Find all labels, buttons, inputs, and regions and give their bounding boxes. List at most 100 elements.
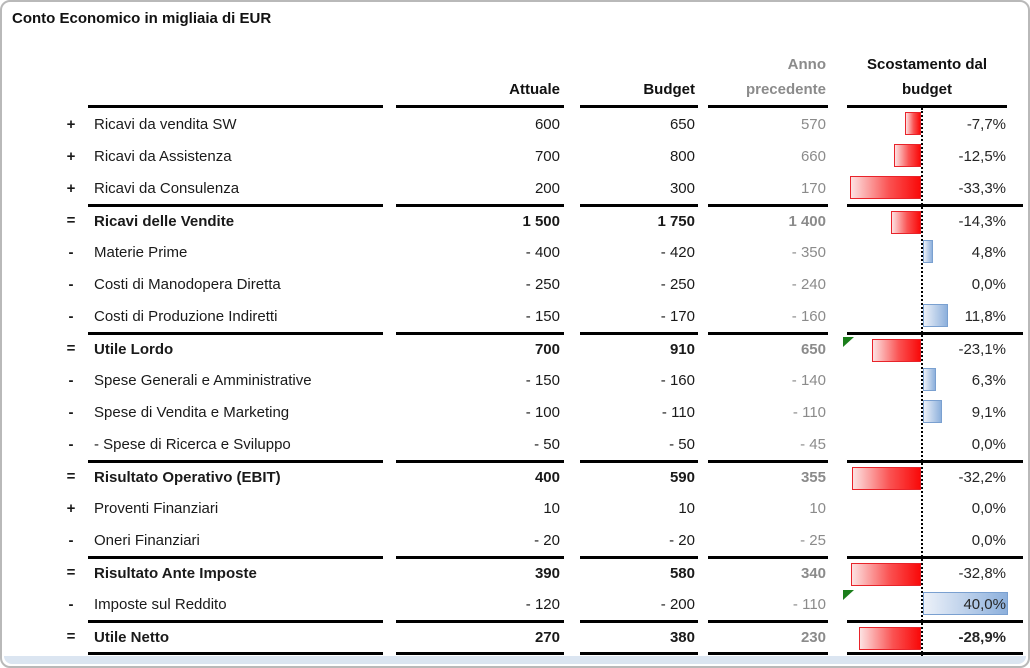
table-header: Attuale Budget Anno precedente Scostamen… (2, 50, 1028, 108)
variance-pct: -12,5% (958, 147, 1006, 165)
variance-bar (850, 176, 921, 199)
previous-year-value-cell: - 45 (800, 435, 826, 453)
actual-value-cell: - 100 (525, 403, 560, 421)
actual-value-cell: - 120 (525, 595, 560, 613)
previous-year-value-cell: - 140 (791, 371, 826, 389)
column-header-accounts (88, 50, 383, 108)
column-header-previous-year-line1: Anno (787, 56, 826, 73)
row-label: Costi di Produzione Indiretti (94, 307, 278, 325)
budget-value-cell: - 420 (660, 243, 695, 261)
budget-value-cell: 800 (669, 147, 695, 165)
budget-value-cell: 580 (580, 556, 698, 588)
variance-pct: -32,8% (958, 565, 1006, 582)
row-sign: + (66, 499, 76, 517)
actual-value-cell: 200 (534, 179, 560, 197)
table-row: - - Spese di Ricerca e Sviluppo - 50 - 5… (2, 428, 1028, 460)
bottom-strip (4, 656, 1026, 664)
row-label: Spese di Vendita e Marketing (94, 403, 290, 421)
row-label: Proventi Finanziari (94, 499, 219, 517)
variance-pct: 40,0% (963, 595, 1006, 613)
row-label: Risultato Operativo (EBIT) (88, 460, 383, 492)
variance-cell: -23,1% (843, 332, 1023, 364)
variance-bar (905, 112, 921, 135)
variance-cell: 40,0% (843, 588, 1023, 620)
actual-value-cell: 390 (396, 556, 564, 588)
budget-value-cell: 590 (580, 460, 698, 492)
previous-year-value-cell: 10 (809, 499, 826, 517)
row-sign: = (66, 467, 76, 485)
row-sign: - (68, 243, 74, 261)
actual-value-cell: 400 (396, 460, 564, 492)
variance-bar (923, 304, 948, 327)
variance-pct: 6,3% (971, 371, 1006, 389)
row-sign: = (66, 563, 76, 581)
variance-pct: 11,8% (964, 307, 1006, 325)
table-row: = Risultato Ante Imposte 390 580 340 -32… (2, 556, 1028, 588)
variance-bar (891, 211, 921, 234)
variance-pct: -14,3% (958, 213, 1006, 230)
column-header-variance: Scostamento dal budget (847, 50, 1007, 108)
variance-bar (872, 339, 921, 362)
variance-bar (923, 368, 936, 391)
variance-cell: 11,8% (847, 300, 1023, 332)
table-row: - Costi di Manodopera Diretta - 250 - 25… (2, 268, 1028, 300)
table-row: = Utile Lordo 700 910 650 -23,1% (2, 332, 1028, 364)
budget-value-cell: - 110 (661, 403, 695, 421)
budget-value-cell: - 20 (669, 531, 695, 549)
variance-bar (894, 144, 921, 167)
table-row: + Proventi Finanziari 10 10 10 0,0% (2, 492, 1028, 524)
row-label: Risultato Ante Imposte (88, 556, 383, 588)
budget-value-cell: 300 (669, 179, 695, 197)
budget-value-cell: - 250 (660, 275, 695, 293)
variance-cell: 0,0% (847, 428, 1023, 460)
actual-value-cell: 600 (534, 115, 560, 133)
previous-year-value-cell: 1 400 (708, 204, 828, 236)
row-label: - Spese di Ricerca e Sviluppo (94, 435, 291, 453)
previous-year-value-cell: - 240 (791, 275, 826, 293)
previous-year-value-cell: 650 (708, 332, 828, 364)
variance-bar (859, 627, 921, 650)
variance-pct: 9,1% (971, 403, 1006, 421)
budget-value-cell: - 50 (669, 435, 695, 453)
variance-pct: 0,0% (971, 275, 1006, 293)
row-sign: - (68, 307, 74, 325)
row-label: Costi di Manodopera Diretta (94, 275, 281, 293)
budget-value-cell: 380 (580, 620, 698, 652)
previous-year-value-cell: - 110 (792, 595, 826, 613)
row-label: Utile Netto (88, 620, 383, 652)
column-header-previous-year: Anno precedente (708, 50, 828, 108)
variance-pct: -7,7% (966, 115, 1006, 133)
variance-cell: -28,9% (847, 620, 1023, 652)
previous-year-value-cell: 570 (800, 115, 826, 133)
variance-pct: 4,8% (971, 243, 1006, 261)
column-header-previous-year-line2: precedente (745, 81, 826, 98)
table-row: + Ricavi da Assistenza 700 800 660 -12,5… (2, 140, 1028, 172)
green-flag-icon (843, 590, 854, 600)
variance-cell: 6,3% (847, 364, 1023, 396)
table-row: = Risultato Operativo (EBIT) 400 590 355… (2, 460, 1028, 492)
row-sign: - (68, 531, 74, 549)
table-row: - Imposte sul Reddito - 120 - 200 - 110 … (2, 588, 1028, 620)
variance-pct: -23,1% (958, 341, 1006, 358)
variance-cell: -7,7% (847, 108, 1023, 140)
row-sign: - (68, 371, 74, 389)
variance-pct: -33,3% (958, 179, 1006, 197)
previous-year-value-cell: 230 (708, 620, 828, 652)
actual-value-cell: - 50 (534, 435, 560, 453)
table-body: + Ricavi da vendita SW 600 650 570 -7,7%… (2, 108, 1028, 652)
column-header-actual: Attuale (396, 50, 564, 108)
previous-year-value-cell: 355 (708, 460, 828, 492)
budget-value-cell: 10 (678, 499, 695, 517)
variance-cell: -33,3% (847, 172, 1023, 204)
row-sign: = (66, 211, 76, 229)
row-label: Ricavi da Assistenza (94, 147, 232, 165)
variance-bar (851, 563, 921, 586)
table-row: + Ricavi da vendita SW 600 650 570 -7,7% (2, 108, 1028, 140)
row-sign: + (66, 147, 76, 165)
row-sign: + (66, 179, 76, 197)
table-row: = Ricavi delle Vendite 1 500 1 750 1 400… (2, 204, 1028, 236)
variance-pct: -32,2% (958, 469, 1006, 486)
actual-value-cell: 700 (534, 147, 560, 165)
budget-value-cell: 910 (580, 332, 698, 364)
row-label: Spese Generali e Amministrative (94, 371, 312, 389)
